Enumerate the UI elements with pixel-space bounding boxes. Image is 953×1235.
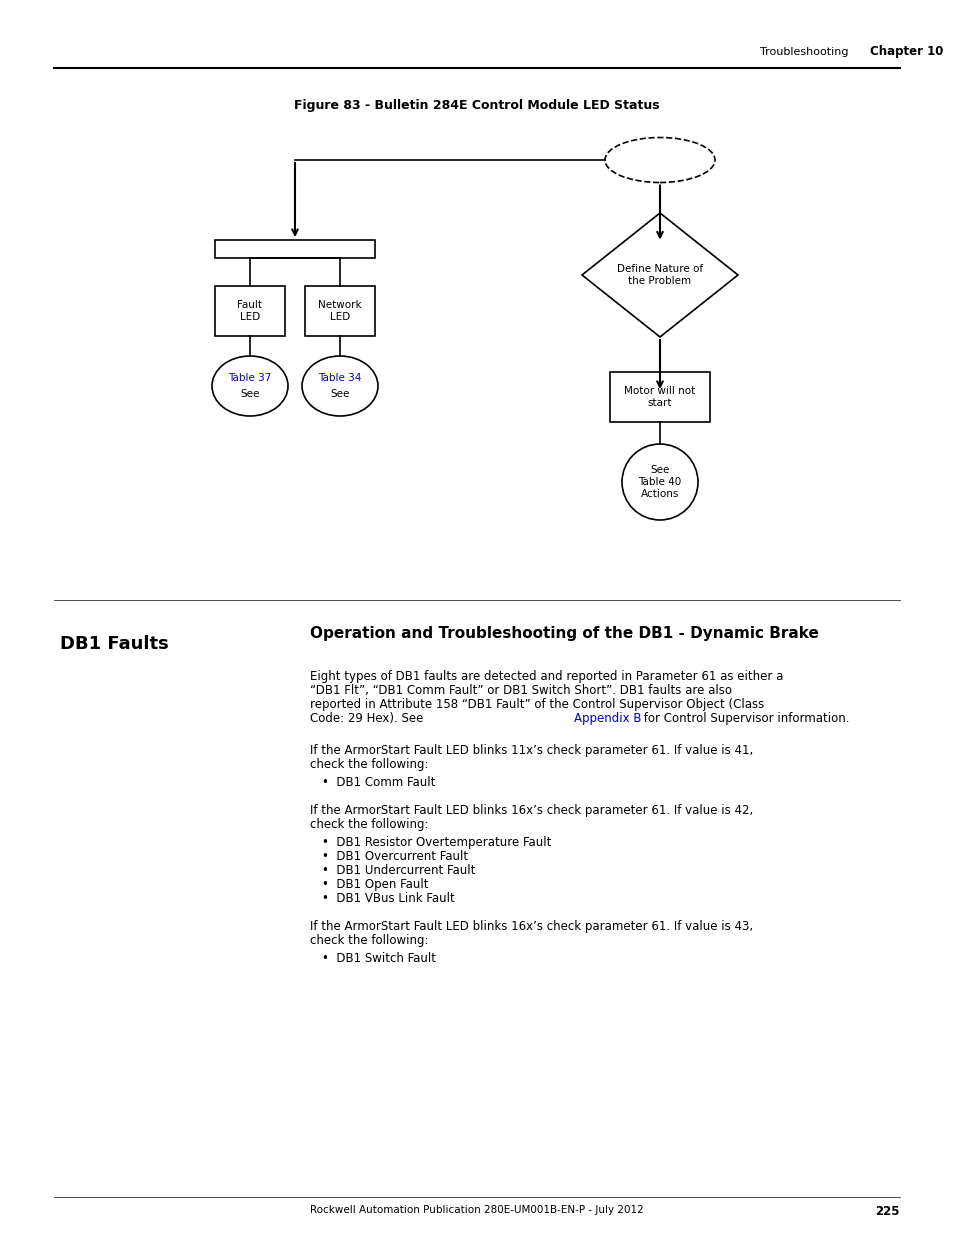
Text: check the following:: check the following: [310, 758, 428, 771]
Text: Troubleshooting: Troubleshooting [760, 47, 847, 57]
Text: •  DB1 Open Fault: • DB1 Open Fault [322, 878, 428, 890]
Text: 225: 225 [875, 1205, 899, 1218]
Text: Operation and Troubleshooting of the DB1 - Dynamic Brake: Operation and Troubleshooting of the DB1… [310, 626, 818, 641]
Text: •  DB1 Switch Fault: • DB1 Switch Fault [322, 952, 436, 965]
Text: Figure 83 - Bulletin 284E Control Module LED Status: Figure 83 - Bulletin 284E Control Module… [294, 99, 659, 111]
Text: See: See [330, 389, 350, 399]
Text: check the following:: check the following: [310, 818, 428, 831]
Text: Network
LED: Network LED [318, 300, 361, 322]
Text: •  DB1 Undercurrent Fault: • DB1 Undercurrent Fault [322, 864, 475, 877]
Text: Define Nature of
the Problem: Define Nature of the Problem [617, 264, 702, 285]
Text: •  DB1 Resistor Overtemperature Fault: • DB1 Resistor Overtemperature Fault [322, 836, 551, 848]
Text: See
Table 40
Actions: See Table 40 Actions [638, 466, 680, 499]
Text: reported in Attribute 158 “DB1 Fault” of the Control Supervisor Object (Class: reported in Attribute 158 “DB1 Fault” of… [310, 698, 763, 711]
Text: •  DB1 Comm Fault: • DB1 Comm Fault [322, 776, 435, 789]
Text: If the ArmorStart Fault LED blinks 16x’s check parameter 61. If value is 42,: If the ArmorStart Fault LED blinks 16x’s… [310, 804, 753, 818]
Text: Table 34: Table 34 [318, 373, 361, 383]
Text: Eight types of DB1 faults are detected and reported in Parameter 61 as either a: Eight types of DB1 faults are detected a… [310, 671, 782, 683]
Text: check the following:: check the following: [310, 934, 428, 947]
Text: Rockwell Automation Publication 280E-UM001B-EN-P - July 2012: Rockwell Automation Publication 280E-UM0… [310, 1205, 643, 1215]
Text: Chapter 10: Chapter 10 [869, 46, 943, 58]
Text: Appendix B: Appendix B [574, 713, 640, 725]
Text: Code: 29 Hex). See: Code: 29 Hex). See [310, 713, 423, 725]
Text: •  DB1 Overcurrent Fault: • DB1 Overcurrent Fault [322, 850, 468, 863]
Text: If the ArmorStart Fault LED blinks 11x’s check parameter 61. If value is 41,: If the ArmorStart Fault LED blinks 11x’s… [310, 743, 753, 757]
Text: See: See [240, 389, 259, 399]
Text: Fault
LED: Fault LED [237, 300, 262, 322]
Text: Motor will not
start: Motor will not start [623, 387, 695, 408]
Text: for Control Supervisor information.: for Control Supervisor information. [639, 713, 848, 725]
Text: •  DB1 VBus Link Fault: • DB1 VBus Link Fault [322, 892, 455, 905]
Text: If the ArmorStart Fault LED blinks 16x’s check parameter 61. If value is 43,: If the ArmorStart Fault LED blinks 16x’s… [310, 920, 752, 932]
Text: DB1 Faults: DB1 Faults [60, 635, 169, 653]
Text: Table 37: Table 37 [228, 373, 272, 383]
Text: “DB1 Flt”, “DB1 Comm Fault” or DB1 Switch Short”. DB1 faults are also: “DB1 Flt”, “DB1 Comm Fault” or DB1 Switc… [310, 684, 731, 697]
